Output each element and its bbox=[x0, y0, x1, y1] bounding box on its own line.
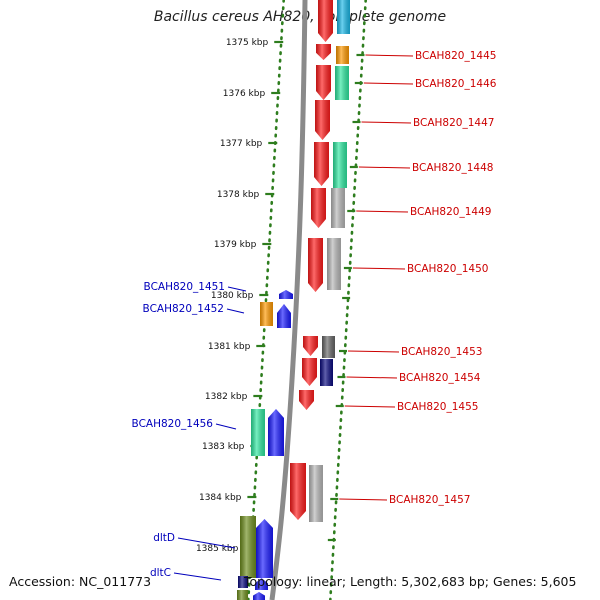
label-leader bbox=[344, 405, 396, 408]
gene-category-box bbox=[320, 359, 333, 386]
label-leader bbox=[356, 210, 409, 213]
label-leader bbox=[352, 267, 406, 270]
genome-title: Bacillus cereus AH820, complete genome bbox=[153, 9, 447, 25]
gene-arrow-reverse bbox=[279, 290, 293, 299]
gene-label-forward: BCAH820_1448 bbox=[412, 162, 493, 174]
gene-category-box bbox=[251, 409, 265, 456]
gene-arrow-forward bbox=[311, 188, 326, 228]
gene-label-forward: BCAH820_1450 bbox=[407, 263, 488, 275]
label-leader bbox=[226, 308, 245, 314]
gene-arrow-forward bbox=[316, 44, 331, 60]
gene-category-box bbox=[333, 142, 347, 188]
scale-label: 1378 kbp bbox=[217, 190, 260, 200]
label-leader bbox=[173, 572, 222, 581]
label-leader bbox=[358, 166, 411, 169]
gene-category-box bbox=[237, 590, 248, 600]
gene-label-forward: BCAH820_1449 bbox=[410, 206, 491, 218]
scale-label: 1384 kbp bbox=[199, 493, 242, 503]
gene-arrow-forward bbox=[318, 0, 333, 42]
label-leader bbox=[227, 286, 247, 292]
gene-label-reverse: BCAH820_1451 bbox=[144, 281, 225, 293]
gene-arrow-forward bbox=[290, 463, 306, 520]
gene-category-box bbox=[327, 238, 341, 290]
gene-arrow-reverse bbox=[256, 519, 273, 578]
gene-label-reverse: BCAH820_1452 bbox=[143, 303, 224, 315]
gene-category-box bbox=[238, 576, 248, 588]
gene-arrow-forward bbox=[315, 100, 330, 140]
gene-arrow-reverse bbox=[268, 409, 284, 456]
gene-category-box bbox=[240, 516, 256, 578]
gene-category-box bbox=[260, 302, 273, 326]
accession-text: Accession: NC_011773 bbox=[9, 574, 152, 589]
gene-label-reverse: dltC bbox=[150, 567, 171, 579]
scale-label: 1381 kbp bbox=[208, 342, 251, 352]
gene-category-box bbox=[336, 46, 349, 64]
label-leader bbox=[346, 376, 398, 379]
scale-label: 1375 kbp bbox=[226, 38, 269, 48]
label-leader bbox=[361, 121, 412, 124]
gene-label-forward: BCAH820_1445 bbox=[415, 50, 496, 62]
gene-arrow-forward bbox=[303, 336, 318, 356]
gene-label-forward: BCAH820_1447 bbox=[413, 117, 494, 129]
gene-category-box bbox=[322, 336, 335, 358]
gene-category-box bbox=[331, 188, 345, 228]
label-leader bbox=[347, 350, 400, 353]
gene-arrow-forward bbox=[314, 142, 329, 186]
gene-arrow-reverse bbox=[253, 592, 265, 600]
chromosome-backbone bbox=[269, 0, 308, 600]
gene-features bbox=[237, 0, 350, 600]
gene-label-forward: BCAH820_1453 bbox=[401, 346, 482, 358]
axis-dots-left bbox=[247, 0, 286, 600]
gene-label-reverse: BCAH820_1456 bbox=[132, 418, 214, 430]
scale-label: 1380 kbp bbox=[211, 291, 254, 301]
label-leader bbox=[365, 54, 414, 57]
axis-dots-right bbox=[328, 0, 368, 600]
gene-label-forward: BCAH820_1457 bbox=[389, 494, 470, 506]
genome-summary-text: Topology: linear; Length: 5,302,683 bp; … bbox=[244, 574, 577, 589]
scale-label: 1376 kbp bbox=[223, 89, 266, 99]
gene-arrow-forward bbox=[316, 65, 331, 100]
label-leader bbox=[339, 498, 388, 501]
axis-dotted-lines bbox=[247, 0, 368, 600]
gene-label-forward: BCAH820_1455 bbox=[397, 401, 478, 413]
scale-label: 1379 kbp bbox=[214, 240, 257, 250]
scale-label: 1377 kbp bbox=[220, 139, 263, 149]
gene-arrow-reverse bbox=[255, 578, 268, 590]
gene-arrow-reverse bbox=[277, 304, 291, 328]
gene-label-reverse: dltD bbox=[153, 532, 175, 544]
scale-label: 1383 kbp bbox=[202, 442, 245, 452]
gene-category-box bbox=[309, 465, 323, 522]
gene-labels: BCAH820_1445 BCAH820_1446 BCAH820_1447 BCAH… bbox=[132, 50, 497, 579]
label-leader bbox=[177, 537, 236, 549]
label-leader bbox=[363, 82, 414, 85]
gene-category-box bbox=[337, 0, 350, 34]
label-leader bbox=[215, 423, 237, 430]
scale-labels: 1375 kbp 1376 kbp 1377 kbp 1378 kbp 1379 kbp… bbox=[196, 38, 269, 554]
scale-label: 1385 kbp bbox=[196, 544, 239, 554]
gene-arrow-forward bbox=[299, 390, 314, 410]
scale-label: 1382 kbp bbox=[205, 392, 248, 402]
gene-arrow-forward bbox=[308, 238, 323, 292]
gene-label-forward: BCAH820_1446 bbox=[415, 78, 497, 90]
label-leader-lines bbox=[173, 54, 414, 581]
gene-category-box bbox=[335, 66, 349, 100]
gene-label-forward: BCAH820_1454 bbox=[399, 372, 481, 384]
gene-arrow-forward bbox=[302, 358, 317, 386]
